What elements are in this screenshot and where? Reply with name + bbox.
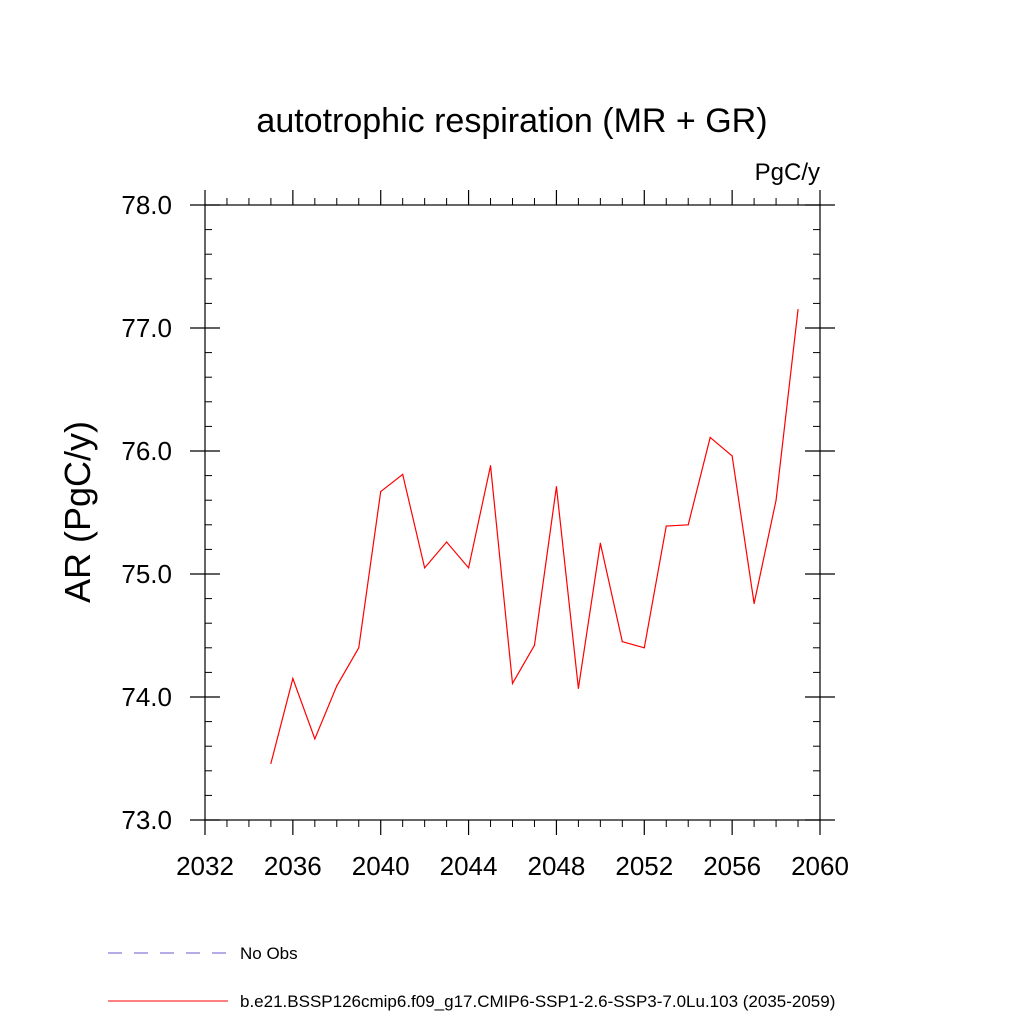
- chart-title: autotrophic respiration (MR + GR): [256, 102, 767, 140]
- plot-frame: [204, 204, 821, 821]
- legend-label-no-obs: No Obs: [240, 944, 298, 963]
- data-point: [643, 647, 645, 649]
- data-point: [314, 738, 316, 740]
- data-point: [358, 647, 360, 649]
- data-point: [380, 490, 382, 493]
- x-tick-label: 2052: [615, 851, 673, 881]
- data-point: [446, 541, 448, 543]
- data-point: [533, 644, 536, 646]
- data-point: [577, 687, 579, 689]
- y-tick-label: 73.0: [121, 805, 172, 835]
- y-tick-label: 78.0: [121, 190, 172, 220]
- data-point: [665, 525, 667, 527]
- data-point: [709, 436, 711, 439]
- legend-label-model: b.e21.BSSP126cmip6.f09_g17.CMIP6-SSP1-2.…: [240, 992, 835, 1011]
- x-tick-label: 2040: [352, 851, 410, 881]
- data-point: [555, 486, 558, 488]
- data-point: [775, 499, 777, 501]
- y-tick-label: 74.0: [121, 682, 172, 712]
- axis-ticks: [190, 190, 835, 835]
- series-layer: [270, 308, 799, 765]
- x-tick-label: 2056: [703, 851, 761, 881]
- data-point: [292, 677, 294, 680]
- data-point: [599, 542, 601, 544]
- y-axis-label: AR (PgC/y): [57, 421, 98, 603]
- series-line: [270, 309, 799, 764]
- data-point: [402, 473, 404, 475]
- x-tick-label: 2060: [791, 851, 849, 881]
- x-tick-label: 2032: [176, 851, 234, 881]
- data-point: [621, 641, 623, 643]
- data-point: [336, 685, 338, 687]
- legend: No Obs b.e21.BSSP126cmip6.f09_g17.CMIP6-…: [108, 944, 835, 1011]
- data-point: [270, 762, 272, 765]
- x-tick-label: 2036: [264, 851, 322, 881]
- y-tick-label: 77.0: [121, 313, 172, 343]
- y-tick-label: 75.0: [121, 559, 172, 589]
- x-tick-label: 2048: [528, 851, 586, 881]
- data-point: [467, 567, 470, 569]
- data-point: [797, 308, 799, 311]
- data-point: [511, 682, 514, 685]
- axis-tick-labels: 2032 2036 2040 2044 2048 2052 2056 2060 73.0 74.0…: [121, 190, 849, 881]
- x-tick-label: 2044: [440, 851, 498, 881]
- units-label: PgC/y: [755, 159, 820, 186]
- data-point: [731, 455, 733, 457]
- data-point: [489, 465, 492, 467]
- data-point: [424, 567, 426, 569]
- y-tick-label: 76.0: [121, 436, 172, 466]
- data-point: [687, 524, 689, 526]
- data-point: [753, 602, 755, 605]
